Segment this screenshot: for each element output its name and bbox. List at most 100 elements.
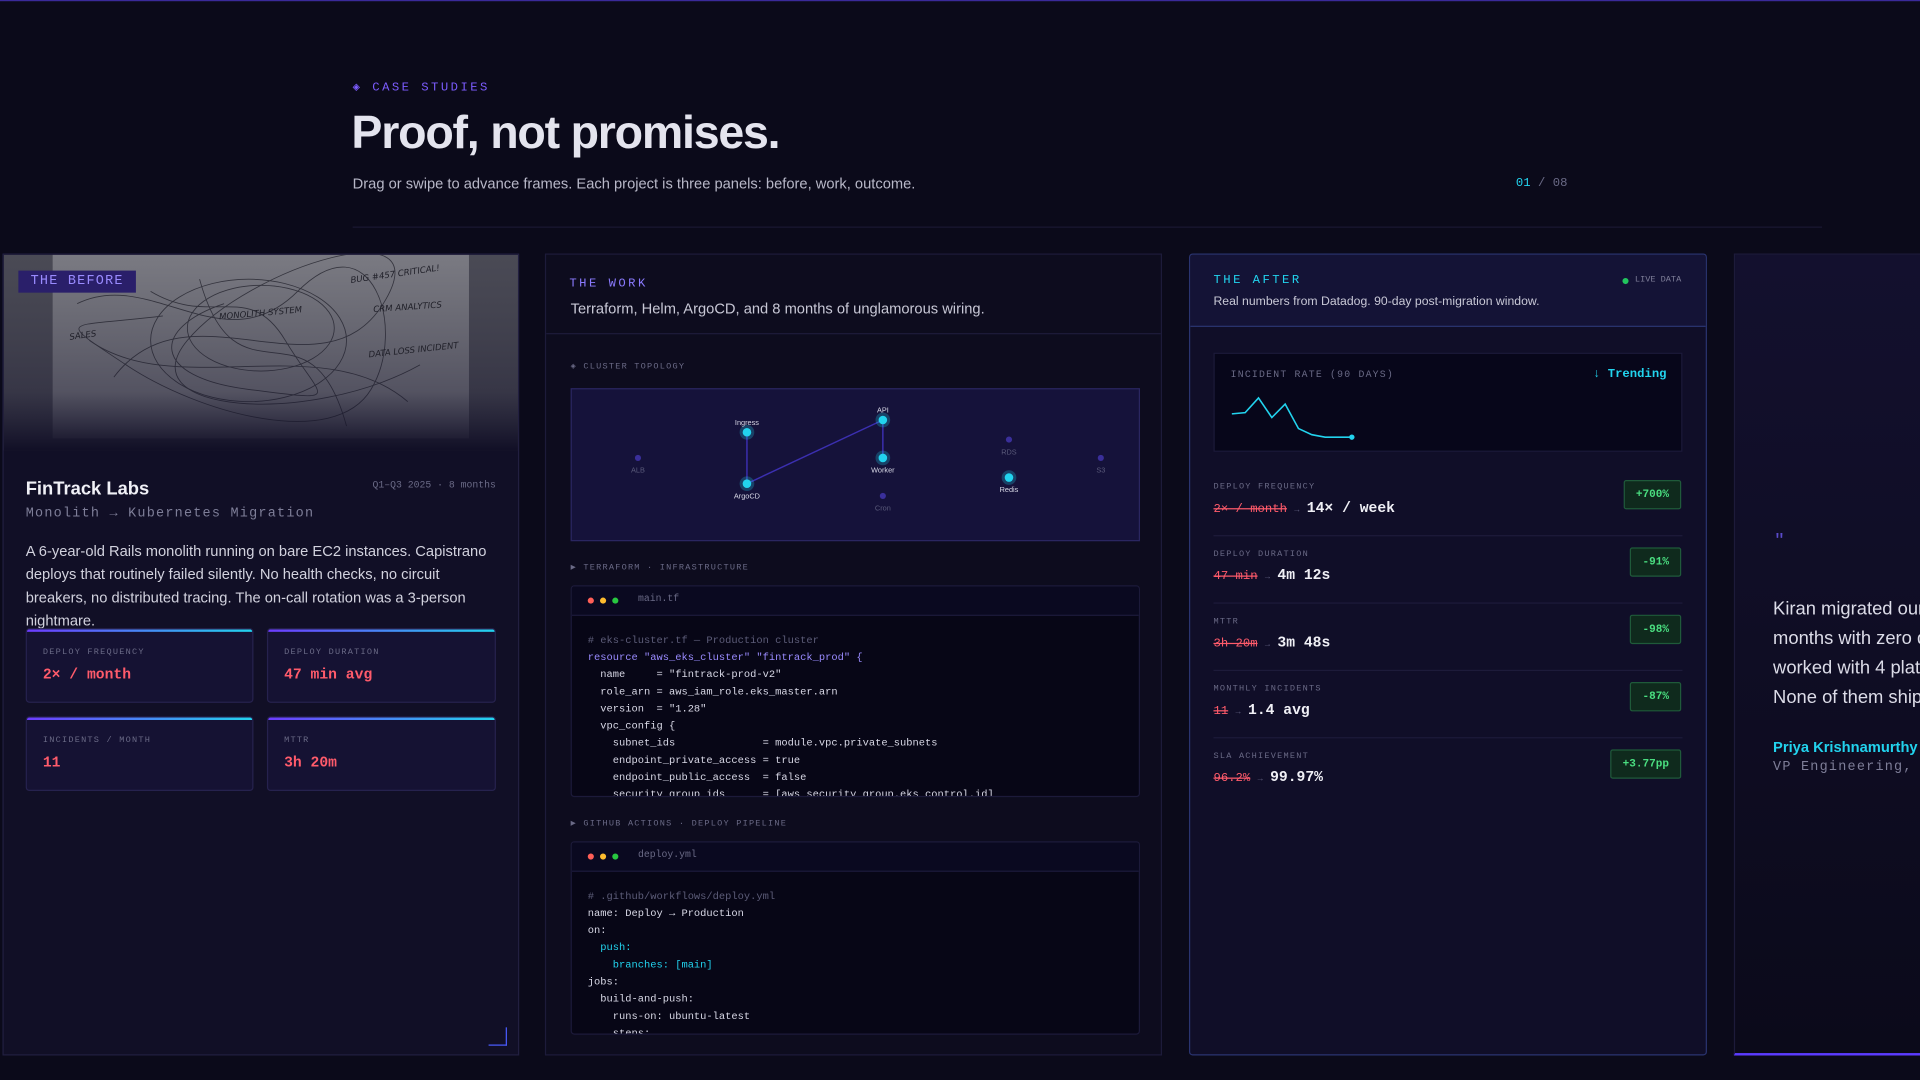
change-badge: -87%: [1630, 682, 1682, 712]
metric-value: 11: [42, 754, 61, 772]
metric-before: 3h 20m: [1213, 637, 1258, 652]
change-badge: -91%: [1630, 547, 1682, 577]
metric-label: INCIDENTS / MONTH: [42, 735, 152, 746]
counter-current: 01: [1515, 177, 1531, 192]
topology: ALB Ingress ArgoCD API Worker Cron RDS Redis S3: [570, 388, 1141, 542]
code-line: role_arn = aws_iam_role.eks_master.arn: [587, 685, 838, 698]
panel-header: [1190, 254, 1706, 327]
whiteboard-note: SALES: [69, 329, 98, 343]
eyebrow: ◈ CASE STUDIES: [352, 82, 490, 96]
change-badge: +700%: [1623, 480, 1682, 510]
metric-arrow: →: [1257, 775, 1263, 785]
whiteboard-note: CRM ANALYTICS: [373, 300, 443, 315]
chart-trend: ↓ Trending: [1593, 368, 1667, 383]
node-label: Worker: [871, 466, 895, 475]
row-divider: [1213, 737, 1683, 739]
metric-before: 47 min: [1213, 570, 1258, 585]
code-line: version = "1.28": [587, 702, 707, 716]
metric-arrow: →: [1235, 707, 1241, 718]
metric-value: 47 min avg: [284, 666, 373, 684]
window-dot: [587, 853, 594, 860]
after-panel[interactable]: THE AFTER LIVE DATA Real numbers from Da…: [1188, 253, 1707, 1056]
quote-panel[interactable]: " Kiran migrated our months with zero d wo…: [1733, 253, 1920, 1056]
topology-node: [878, 453, 888, 463]
live-dot: [1622, 277, 1629, 284]
code-line: name = "fintrack-prod-v2": [587, 668, 782, 681]
code-line: subnet_ids = module.vpc.private_subnets: [587, 737, 938, 750]
change-badge: -98%: [1630, 614, 1682, 645]
metric-value: 3h 20m: [284, 754, 338, 772]
metric-row: 11 → 1.4 avg: [1213, 702, 1309, 719]
window-dot: [600, 597, 607, 604]
code-line: endpoint_private_access = true: [587, 754, 801, 767]
quote-role: VP Engineering, Fi: [1773, 760, 1920, 776]
metric-after: 1.4 avg: [1248, 701, 1310, 719]
work-panel[interactable]: THE WORK Terraform, Helm, ArgoCD, and 8 …: [544, 253, 1163, 1056]
panel-tag: THE AFTER: [1213, 274, 1302, 288]
metric-label: MTTR: [1213, 617, 1239, 627]
code-line: build-and-push:: [587, 993, 694, 1006]
section-label: ▶ GITHUB ACTIONS · DEPLOY PIPELINE: [570, 819, 788, 829]
quote-mark: ": [1775, 528, 1784, 554]
window-dot: [587, 597, 594, 604]
before-panel[interactable]: MONOLITH SYSTEM BUG #457 CRITICAL! DATA LO…: [2, 253, 520, 1056]
metric-card: INCIDENTS / MONTH 11: [25, 716, 254, 792]
panel-subtitle: Terraform, Helm, ArgoCD, and 8 months of…: [570, 300, 985, 318]
description: A 6-year-old Rails monolith running on b…: [25, 542, 487, 630]
project: Monolith → Kubernetes Migration: [25, 506, 315, 522]
metric-label: DEPLOY DURATION: [284, 647, 380, 658]
code-header: [571, 586, 1139, 616]
panel-tag: THE BEFORE: [18, 270, 136, 293]
file-name: deploy.yml: [637, 849, 697, 861]
metric-row: 47 min → 4m 12s: [1213, 567, 1330, 584]
window-dot: [612, 853, 619, 860]
sparkline-line: [1231, 396, 1352, 438]
metric-arrow: →: [1264, 640, 1271, 651]
code-line: endpoint_public_access = false: [587, 771, 807, 784]
topology-node: [634, 454, 642, 462]
panel-tag: THE WORK: [569, 277, 648, 292]
code-line: # eks-cluster.tf — Production cluster: [587, 634, 819, 647]
topology-node: [1005, 436, 1013, 443]
metric-row: 3h 20m → 3m 48s: [1213, 634, 1330, 651]
node-label: Ingress: [735, 418, 759, 427]
node-label: S3: [1096, 466, 1105, 475]
quote-author: Priya Krishnamurthy: [1773, 738, 1918, 756]
code-header: [571, 842, 1139, 872]
code-block: main.tf # eks-cluster.tf — Production clu…: [570, 585, 1141, 798]
metric-label: SLA ACHIEVEMENT: [1213, 751, 1309, 762]
panel-subtitle: Real numbers from Datadog. 90-day post-m…: [1213, 295, 1540, 309]
metric-before: 2× / month: [1213, 503, 1287, 517]
node-label: ALB: [631, 466, 645, 475]
code-line: branches: [main]: [587, 958, 713, 972]
frame-counter: 01 / 08: [1516, 178, 1568, 191]
node-label: Redis: [1000, 485, 1019, 494]
top-border: [0, 0, 1920, 2]
chart-label: INCIDENT RATE (90 DAYS): [1230, 369, 1394, 381]
incident-chart: INCIDENT RATE (90 DAYS) ↓ Trending: [1213, 352, 1683, 452]
node-label: RDS: [1001, 447, 1017, 456]
sparkline: [1231, 396, 1355, 440]
code-block: deploy.yml # .github/workflows/deploy.yml…: [570, 841, 1141, 1035]
live-label: LIVE DATA: [1634, 275, 1682, 286]
metric-row: 2× / month → 14× / week: [1213, 500, 1395, 517]
quote-line: None of them ship: [1773, 686, 1920, 708]
corner-mark: [488, 1027, 507, 1046]
metric-arrow: →: [1294, 505, 1300, 516]
node-label: API: [877, 406, 889, 415]
code-line: vpc_config {: [587, 720, 676, 733]
company: FinTrack Labs: [25, 478, 150, 500]
window-dot: [612, 597, 619, 604]
node-label: ArgoCD: [734, 491, 760, 500]
metric-card: MTTR 3h 20m: [266, 716, 496, 792]
metric-label: DEPLOY FREQUENCY: [1213, 482, 1316, 493]
section-label: ◈ CLUSTER TOPOLOGY: [570, 362, 686, 373]
subtitle: Drag or swipe to advance frames. Each pr…: [352, 175, 916, 193]
node-label: Cron: [875, 504, 891, 513]
metric-row: 96.2% → 99.97%: [1213, 769, 1323, 786]
metric-after: 99.97%: [1270, 768, 1323, 787]
quote-line: months with zero d: [1773, 628, 1920, 649]
code-line: runs-on: ubuntu-latest: [587, 1010, 751, 1023]
metric-arrow: →: [1264, 573, 1271, 583]
